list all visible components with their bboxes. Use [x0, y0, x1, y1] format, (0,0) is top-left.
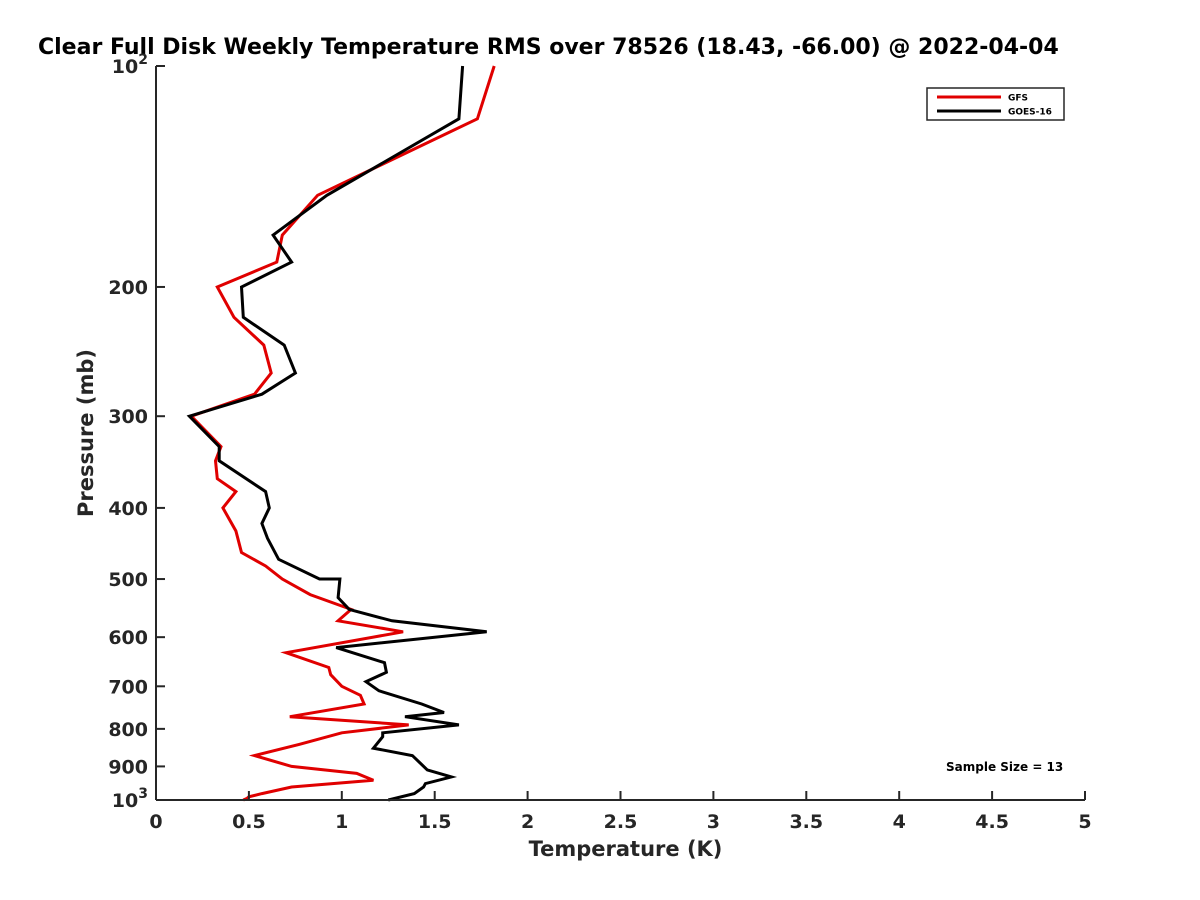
- y-tick-label-bottom: 103: [112, 786, 148, 812]
- legend-label-goes-16: GOES-16: [1008, 108, 1052, 118]
- plot-area: 0 0.5 1 1.5 2 2.5 3 3.5 4 4.5 5 200 300 400 500 600 700…: [108, 52, 1091, 833]
- x-axis-label: Temperature (K): [529, 837, 723, 861]
- x-tick-label: 0.5: [232, 811, 266, 833]
- y-tick-label: 600: [108, 627, 148, 649]
- y-tick-label: 500: [108, 569, 148, 591]
- series-layer: [186, 65, 496, 802]
- x-tick-label: 4.5: [975, 811, 1009, 833]
- x-tick-label: 1.5: [418, 811, 452, 833]
- series-line-goes-16: [186, 65, 487, 802]
- y-tick-label: 800: [108, 719, 148, 741]
- x-tick-label: 0: [149, 811, 162, 833]
- y-tick-label: 400: [108, 498, 148, 520]
- y-ticks: 200 300 400 500 600 700 800 900 102 103: [108, 52, 165, 812]
- y-tick-label: 300: [108, 406, 148, 428]
- x-tick-label: 3: [707, 811, 720, 833]
- y-tick-label-top: 102: [112, 52, 148, 78]
- chart-title: Clear Full Disk Weekly Temperature RMS o…: [38, 35, 1059, 60]
- x-tick-label: 2: [521, 811, 534, 833]
- x-tick-label: 5: [1078, 811, 1091, 833]
- y-tick-label: 700: [108, 676, 148, 698]
- legend-box: [926, 87, 1065, 121]
- sample-size-annotation: Sample Size = 13: [946, 760, 1063, 774]
- x-ticks: 0 0.5 1 1.5 2 2.5 3 3.5 4 4.5 5: [149, 791, 1092, 833]
- y-axis-label: Pressure (mb): [74, 349, 98, 517]
- x-tick-label: 3.5: [789, 811, 823, 833]
- x-tick-label: 1: [335, 811, 348, 833]
- y-tick-label: 900: [108, 756, 148, 778]
- legend: GFS GOES-16: [926, 87, 1065, 121]
- legend-label-gfs: GFS: [1008, 94, 1028, 104]
- y-tick-label: 200: [108, 277, 148, 299]
- x-tick-label: 2.5: [604, 811, 638, 833]
- x-tick-label: 4: [893, 811, 906, 833]
